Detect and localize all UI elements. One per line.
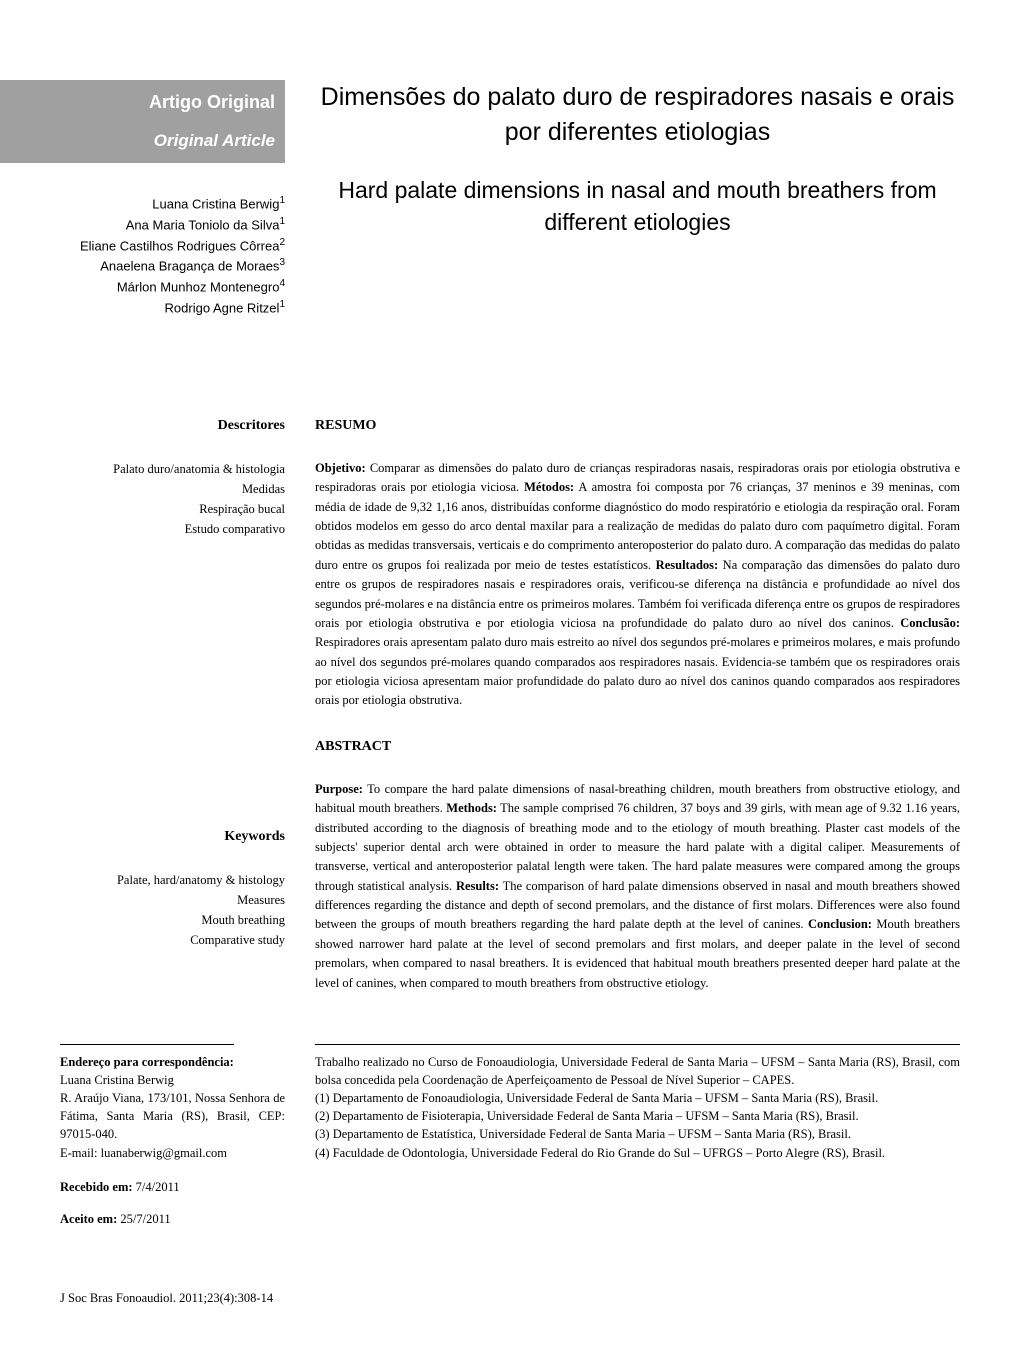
- received-date: 7/4/2011: [136, 1180, 180, 1194]
- keywords-heading: Keywords: [60, 829, 285, 845]
- article-type-pt: Artigo Original: [70, 92, 275, 113]
- title-pt: Dimensões do palato duro de respiradores…: [315, 80, 960, 150]
- header-section: Artigo Original Original Article Luana C…: [60, 80, 960, 368]
- correspondence-name: Luana Cristina Berwig: [60, 1073, 174, 1087]
- authors-list: Luana Cristina Berwig1 Ana Maria Toniolo…: [60, 193, 285, 318]
- descritores-heading: Descritores: [60, 418, 285, 434]
- article-type-en: Original Article: [70, 131, 275, 151]
- keywords-item: Mouth breathing: [60, 910, 285, 930]
- author-row: Márlon Munhoz Montenegro4: [60, 276, 285, 297]
- author-row: Rodrigo Agne Ritzel1: [60, 297, 285, 318]
- descritores-item: Medidas: [60, 479, 285, 499]
- affiliations-block: Trabalho realizado no Curso de Fonoaudio…: [315, 1044, 960, 1162]
- correspondence-address: R. Araújo Viana, 173/101, Nossa Senhora …: [60, 1089, 285, 1143]
- author-row: Ana Maria Toniolo da Silva1: [60, 214, 285, 235]
- received-label: Recebido em:: [60, 1180, 133, 1194]
- correspondence-email-label: E-mail:: [60, 1146, 98, 1160]
- abstract-body: Purpose: To compare the hard palate dime…: [315, 780, 960, 993]
- descritores-list: Palato duro/anatomia & histologia Medida…: [60, 459, 285, 539]
- correspondence-email: luanaberwig@gmail.com: [101, 1146, 227, 1160]
- footer-section: Endereço para correspondência: Luana Cri…: [60, 1043, 960, 1231]
- descritores-item: Estudo comparativo: [60, 519, 285, 539]
- keywords-list: Palate, hard/anatomy & histology Measure…: [60, 870, 285, 950]
- article-type-box: Artigo Original Original Article: [0, 80, 285, 163]
- resumo-heading: RESUMO: [315, 418, 960, 434]
- accepted-label: Aceito em:: [60, 1212, 117, 1226]
- author-row: Eliane Castilhos Rodrigues Côrrea2: [60, 235, 285, 256]
- affiliation-item: (3) Departamento de Estatística, Univers…: [315, 1127, 851, 1141]
- keywords-item: Measures: [60, 890, 285, 910]
- affiliation-item: (1) Departamento de Fonoaudiologia, Univ…: [315, 1091, 878, 1105]
- title-en: Hard palate dimensions in nasal and mout…: [315, 174, 960, 238]
- affiliation-item: (2) Departamento de Fisioterapia, Univer…: [315, 1109, 859, 1123]
- accepted-date: 25/7/2011: [120, 1212, 170, 1226]
- correspondence-block: Endereço para correspondência: Luana Cri…: [60, 1044, 285, 1162]
- affiliation-item: (4) Faculdade de Odontologia, Universida…: [315, 1146, 885, 1160]
- abstract-heading: ABSTRACT: [315, 739, 960, 755]
- author-row: Luana Cristina Berwig1: [60, 193, 285, 214]
- descritores-item: Palato duro/anatomia & histologia: [60, 459, 285, 479]
- author-row: Anaelena Bragança de Moraes3: [60, 255, 285, 276]
- correspondence-heading: Endereço para correspondência:: [60, 1044, 234, 1071]
- descritores-item: Respiração bucal: [60, 499, 285, 519]
- keywords-item: Comparative study: [60, 930, 285, 950]
- keywords-item: Palate, hard/anatomy & histology: [60, 870, 285, 890]
- affiliations-work: Trabalho realizado no Curso de Fonoaudio…: [315, 1055, 960, 1087]
- resumo-body: Objetivo: Comparar as dimensões do palat…: [315, 459, 960, 711]
- abstracts-section: Descritores Palato duro/anatomia & histo…: [60, 418, 960, 993]
- journal-reference: J Soc Bras Fonoaudiol. 2011;23(4):308-14: [60, 1291, 960, 1306]
- dates-block: Recebido em: 7/4/2011 Aceito em: 25/7/20…: [60, 1176, 285, 1231]
